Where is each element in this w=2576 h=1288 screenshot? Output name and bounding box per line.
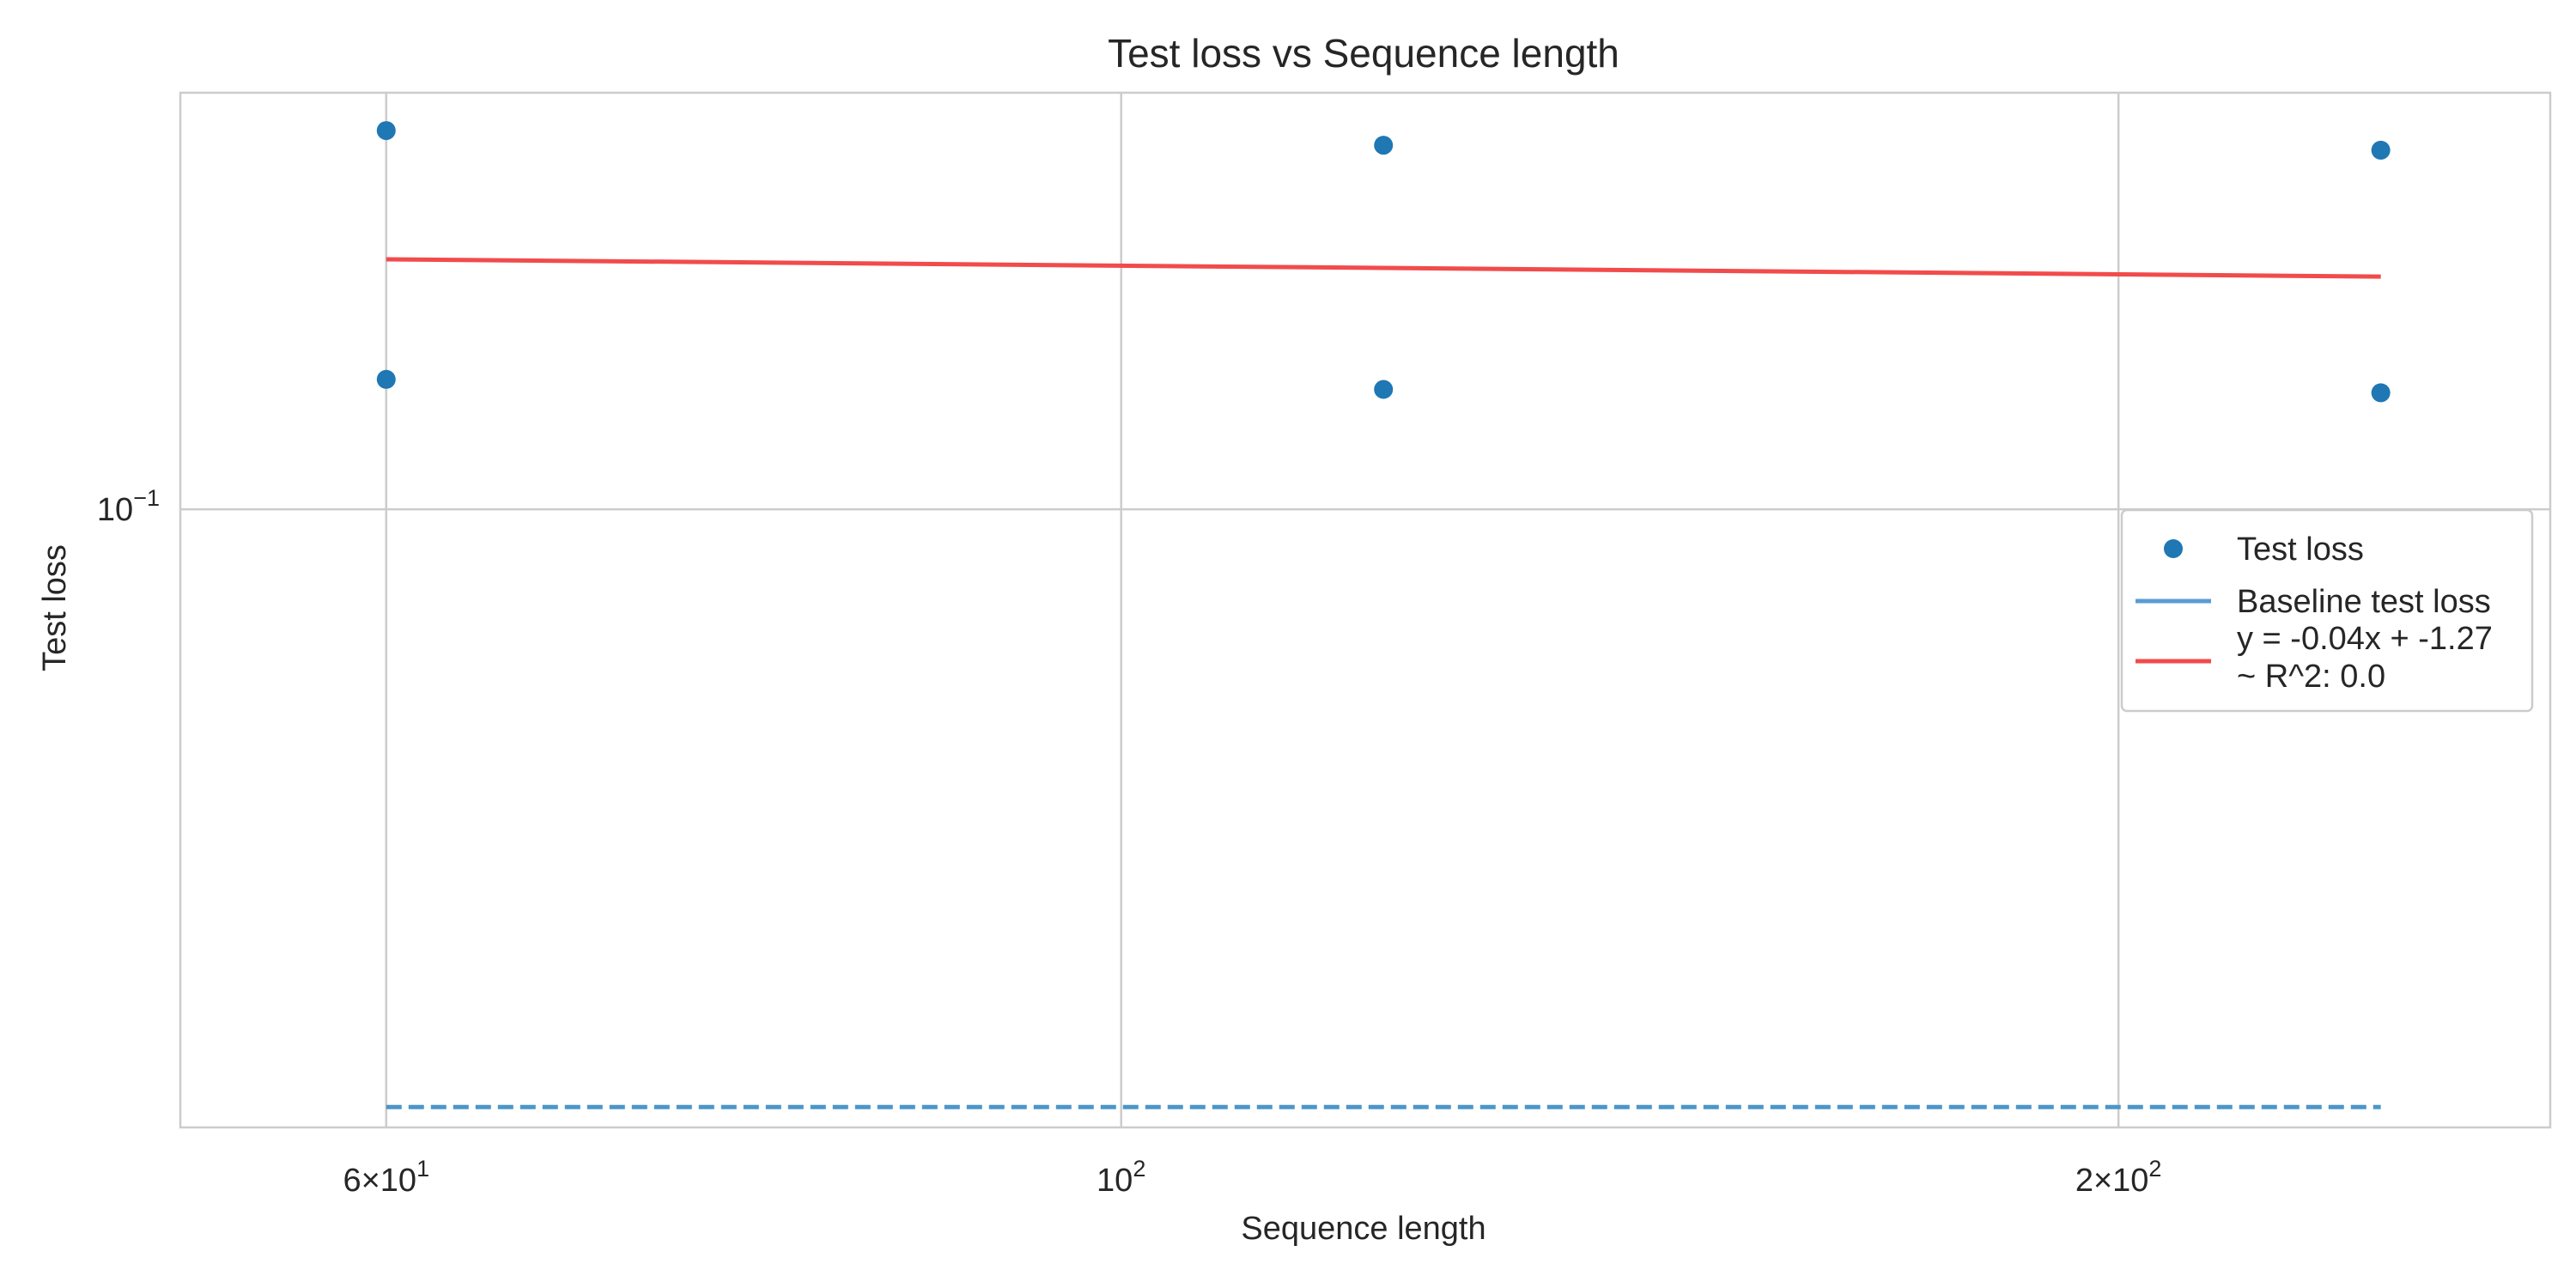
x-tick-label: 102	[1097, 1156, 1145, 1199]
series-layer	[376, 121, 2391, 1109]
data-point	[2371, 140, 2391, 160]
legend-box	[2120, 508, 2534, 713]
y-tick-label: 10−1	[97, 485, 160, 528]
y-axis-ticks: 10−1	[97, 485, 160, 528]
x-axis-ticks: 6×101 102 2×102	[343, 1156, 2161, 1199]
legend-label: Baseline test loss	[2237, 584, 2491, 620]
legend-marker-dot	[2164, 539, 2183, 558]
data-point	[1374, 380, 1394, 399]
fit-line	[386, 257, 2381, 279]
x-tick-label: 2×102	[2075, 1156, 2162, 1199]
legend-label: Test loss	[2237, 532, 2364, 568]
data-point	[376, 369, 396, 389]
y-axis-label: Test loss	[37, 544, 73, 671]
plot-frame	[179, 91, 2552, 1129]
data-point	[2371, 383, 2391, 403]
x-axis-label: Sequence length	[1241, 1211, 1485, 1247]
data-point	[1374, 136, 1394, 155]
x-tick-label: 6×101	[343, 1156, 429, 1199]
legend-label: y = -0.04x + -1.27	[2237, 621, 2493, 657]
legend-label: ~ R^2: 0.0	[2237, 659, 2385, 695]
chart-title: Test loss vs Sequence length	[1108, 31, 1619, 76]
data-point	[376, 121, 396, 141]
